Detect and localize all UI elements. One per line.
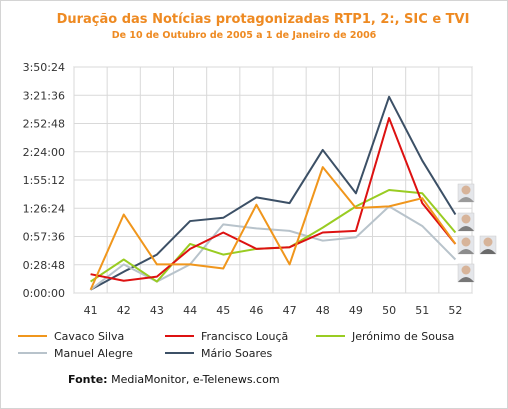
legend-label: Francisco Louçã: [201, 330, 288, 343]
candidate-portrait: [457, 212, 475, 232]
chart-title: Duração das Notícias protagonizadas RTP1…: [57, 12, 470, 27]
legend-item: Jerónimo de Sousa: [316, 330, 454, 343]
x-tick-label: 50: [382, 304, 396, 317]
candidate-portrait: [479, 235, 497, 255]
x-tick-label: 51: [415, 304, 429, 317]
plot-axes: 0:00:00 0:28:48 0:57:36 1:26:24 1:55:12 2:24:…: [23, 61, 463, 317]
y-tick-label: 1:26:24: [23, 202, 65, 215]
y-tick-label: 2:52:48: [23, 118, 65, 131]
x-tick-label: 42: [117, 304, 131, 317]
legend-label: Mário Soares: [201, 347, 273, 360]
chart-subtitle: De 10 de Outubro de 2005 a 1 de Janeiro …: [112, 30, 377, 41]
candidate-portrait: [457, 263, 475, 283]
series-lines: [89, 95, 457, 291]
y-tick-label: 3:21:36: [23, 89, 65, 102]
x-tick-label: 46: [249, 304, 263, 317]
x-tick-label: 43: [150, 304, 164, 317]
source-note: Fonte: MediaMonitor, e-Telenews.com: [68, 373, 280, 386]
legend-item: Manuel Alegre: [18, 347, 133, 360]
y-tick-label: 1:55:12: [23, 174, 65, 187]
chart-legend: Cavaco Silva Francisco Louçã Jerónimo de S…: [18, 330, 454, 360]
y-tick-label: 0:28:48: [23, 259, 65, 272]
y-tick-label: 0:00:00: [23, 287, 65, 300]
x-tick-label: 41: [84, 304, 98, 317]
source-label: Fonte:: [68, 373, 108, 386]
y-tick-label: 2:24:00: [23, 146, 65, 159]
series-line: [89, 166, 457, 291]
y-tick-label: 3:50:24: [23, 61, 65, 74]
x-tick-label: 45: [216, 304, 230, 317]
plot-grid: [73, 66, 473, 294]
x-tick-label: 44: [183, 304, 197, 317]
candidate-portrait: [457, 235, 475, 255]
x-tick-label: 47: [283, 304, 297, 317]
legend-label: Manuel Alegre: [54, 347, 133, 360]
legend-label: Cavaco Silva: [54, 330, 124, 343]
x-tick-label: 49: [349, 304, 363, 317]
x-tick-label: 52: [448, 304, 462, 317]
candidate-portrait: [457, 183, 475, 203]
legend-item: Francisco Louçã: [165, 330, 288, 343]
legend-label: Jerónimo de Sousa: [351, 330, 454, 343]
series-line: [90, 117, 457, 282]
legend-item: Mário Soares: [165, 347, 273, 360]
x-tick-label: 48: [316, 304, 330, 317]
y-tick-label: 0:57:36: [23, 231, 65, 244]
candidate-portraits: [457, 183, 497, 283]
source-text: MediaMonitor, e-Telenews.com: [107, 373, 280, 386]
legend-item: Cavaco Silva: [18, 330, 124, 343]
